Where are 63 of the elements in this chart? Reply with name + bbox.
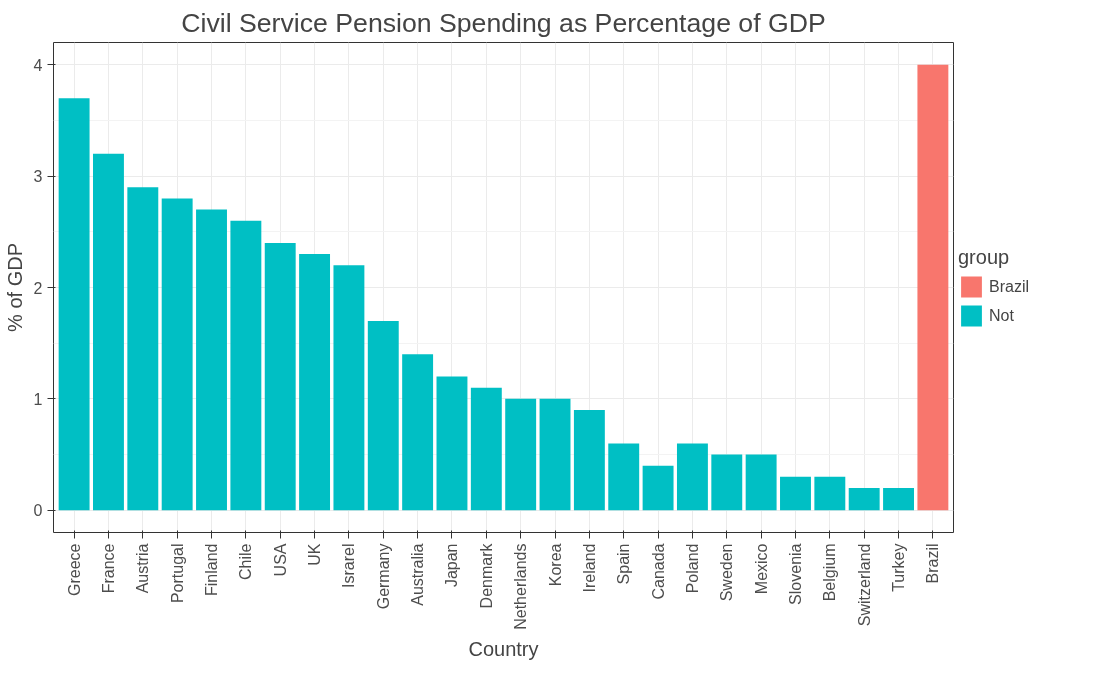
x-tick-label: Korea — [546, 543, 564, 587]
bar — [436, 376, 468, 511]
x-tick-label: Netherlands — [512, 543, 530, 630]
bar — [608, 443, 640, 511]
x-axis-title: Country — [468, 637, 539, 660]
bar — [367, 320, 399, 511]
bar — [814, 476, 846, 511]
x-tick-label: Ireland — [580, 543, 598, 593]
y-tick-label: 3 — [33, 168, 43, 186]
x-tick-label: Slovenia — [786, 543, 804, 605]
y-tick-label: 0 — [33, 502, 43, 520]
y-tick-label: 2 — [33, 279, 43, 297]
bar — [676, 443, 708, 511]
bar — [58, 98, 90, 511]
x-tick-label: Austria — [134, 543, 152, 594]
bar — [539, 398, 571, 511]
x-tick-label: Poland — [683, 543, 701, 594]
legend-label: Brazil — [989, 277, 1030, 296]
x-tick-label: Belgium — [821, 543, 839, 602]
x-tick-label: France — [99, 543, 117, 594]
chart-title: Civil Service Pension Spending as Percentage of GDP — [181, 7, 826, 38]
x-tick-label: Israrel — [340, 543, 358, 588]
x-tick-label: Switzerland — [855, 543, 873, 627]
x-tick-label: Japan — [443, 543, 461, 588]
x-tick-label: Australia — [409, 543, 427, 606]
x-tick-label: Finland — [203, 543, 221, 596]
bar — [917, 64, 949, 511]
x-tick-label: Turkey — [890, 543, 908, 592]
bar — [264, 242, 296, 511]
x-tick-label: Denmark — [477, 542, 495, 609]
bar — [780, 476, 811, 511]
bar — [745, 454, 777, 511]
y-tick-label: 4 — [33, 56, 43, 74]
x-tick-label: Portugal — [168, 543, 186, 604]
bar — [883, 487, 914, 511]
bar — [848, 487, 880, 511]
bar — [93, 153, 124, 511]
bar — [161, 198, 193, 511]
x-tick-label: Chile — [237, 543, 255, 580]
bar — [573, 410, 605, 511]
bar — [711, 454, 743, 511]
bar — [230, 220, 262, 511]
bar — [333, 265, 365, 511]
legend-label: Not — [989, 306, 1014, 325]
y-axis-title: % of GDP — [3, 243, 26, 332]
x-tick-label: USA — [271, 543, 289, 577]
x-tick-label: Mexico — [752, 543, 770, 595]
x-tick-label: Greece — [65, 543, 83, 596]
bar — [402, 354, 434, 511]
bar — [470, 387, 502, 511]
x-tick-label: Sweden — [718, 543, 736, 602]
legend-title: group — [958, 245, 1011, 269]
bar — [299, 254, 331, 511]
x-tick-label: Brazil — [924, 543, 942, 584]
x-tick-label: Spain — [615, 543, 633, 585]
bar — [505, 398, 537, 511]
x-tick-label: UK — [306, 543, 324, 566]
x-tick-label: Canada — [649, 543, 667, 600]
bar — [196, 209, 227, 511]
x-tick-label: Germany — [374, 543, 392, 610]
bar — [127, 187, 159, 511]
y-tick-label: 1 — [33, 390, 43, 408]
bar — [642, 465, 674, 511]
